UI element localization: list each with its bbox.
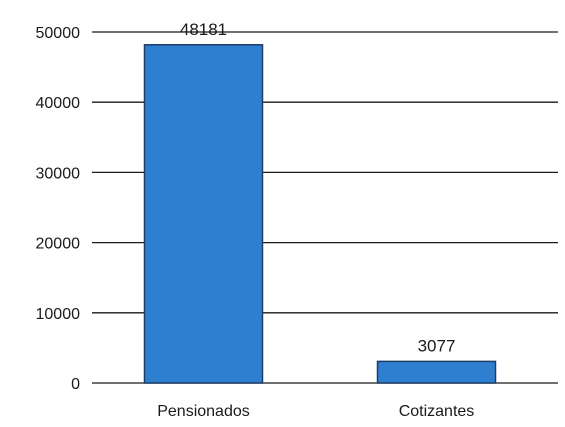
- data-label: 48181: [180, 20, 227, 39]
- bar-pensionados: [143, 44, 264, 384]
- data-label: 3077: [418, 336, 456, 355]
- y-tick-label: 40000: [36, 95, 81, 112]
- labels-layer: 0 10000 20000 30000 40000 50000 48181 Pensionad…: [36, 20, 475, 420]
- y-tick-label: 50000: [36, 25, 81, 42]
- x-category-label: Pensionados: [157, 403, 250, 420]
- y-tick-label: 10000: [36, 306, 81, 323]
- bars-layer: [143, 44, 497, 384]
- y-tick-label: 0: [71, 376, 80, 393]
- y-tick-label: 30000: [36, 165, 81, 182]
- bar-cotizantes: [376, 360, 497, 384]
- x-category-label: Cotizantes: [399, 403, 475, 420]
- y-tick-label: 20000: [36, 236, 81, 253]
